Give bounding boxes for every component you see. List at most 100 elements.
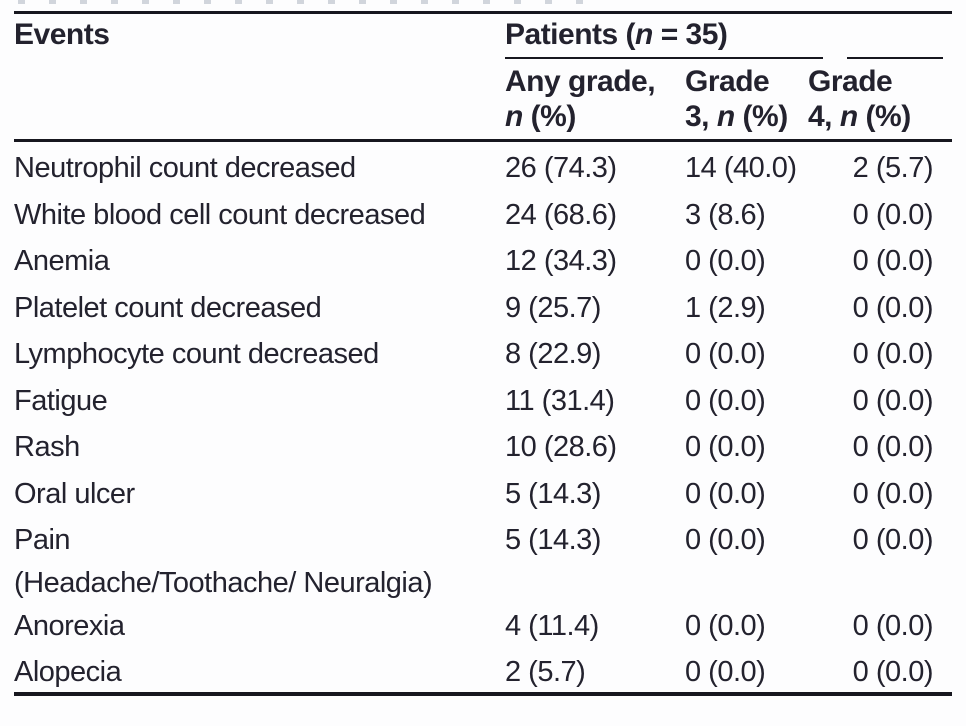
event-name: Anemia [14,245,110,277]
table-row: Alopecia 2 (5.7) 0 (0.0) 0 (0.0) [0,649,966,696]
table-row: Rash 10 (28.6) 0 (0.0) 0 (0.0) [0,424,966,471]
header-line: Grade [808,64,911,99]
event-name-cell: Platelet count decreased [0,285,505,332]
event-name-cell: Anemia [0,238,505,285]
event-name-cell: Alopecia [0,649,505,696]
grade4-cell: 0 (0.0) [852,656,934,688]
table-row: Lymphocyte count decreased 8 (22.9) 0 (0.0… [0,331,966,378]
grade4-cell: 0 (0.0) [852,291,934,324]
events-column-header: Events [14,18,110,51]
grade3-cell: 14 (40.0) [685,152,797,184]
any-grade-cell: 9 (25.7) [505,291,601,324]
any-grade-cell: 12 (34.3) [505,245,617,277]
any-grade-cell: 2 (5.7) [505,656,586,688]
event-name-cell: Fatigue [0,378,505,425]
text-segment: Grade [685,65,770,98]
event-name-cell: Lymphocyte count decreased [0,331,505,378]
table-row: White blood cell count decreased 24 (68.6… [0,192,966,239]
event-name-cell: Rash [0,424,505,471]
event-name-cell: Pain (Headache/Toothache/ Neuralgia) [0,517,505,603]
table-row: Anemia 12 (34.3) 0 (0.0) 0 (0.0) [0,238,966,285]
table-body: Neutrophil count decreased 26 (74.3) 14 (4… [0,145,966,696]
event-name: Rash [14,431,80,463]
header-line: 3, n (%) [685,99,788,134]
event-name: Lymphocyte count decreased [14,338,379,370]
text-segment: (%) [522,100,577,133]
italic-n: n [839,100,858,133]
table-row: Neutrophil count decreased 26 (74.3) 14 (4… [0,145,966,192]
grade4-column-overline [847,57,943,59]
header-line: Grade [685,64,788,99]
event-name-cell: Anorexia [0,603,505,650]
text-segment: Grade [808,65,893,98]
table-row: Oral ulcer 5 (14.3) 0 (0.0) 0 (0.0) [0,471,966,518]
any-grade-cell: 5 (14.3) [505,477,601,510]
patients-spanner-underline [505,57,823,59]
grade4-cell: 0 (0.0) [852,245,934,277]
grade4-cell: 0 (0.0) [852,431,934,463]
event-name: Oral ulcer [14,477,135,510]
italic-n: n [505,100,523,133]
event-name-cell: White blood cell count decreased [0,192,505,239]
cropped-caption-remnant [18,0,586,4]
table-bottom-rule [14,692,952,696]
grade3-cell: 0 (0.0) [685,609,766,642]
text-segment: Any grade, [505,65,656,98]
any-grade-cell: 24 (68.6) [505,198,617,231]
any-grade-cell: 26 (74.3) [505,152,617,184]
event-name-continuation: (Headache/Toothache/ Neuralgia) [14,566,433,599]
any-grade-cell: 4 (11.4) [505,609,599,642]
event-name-cell: Neutrophil count decreased [0,145,505,192]
any-grade-cell: 5 (14.3) [505,524,601,556]
text-segment: Patients ( [505,18,636,51]
event-name-cell: Oral ulcer [0,471,505,518]
grade4-cell: 0 (0.0) [852,477,934,510]
text-segment: 3, [685,100,717,133]
italic-n: n [716,100,735,133]
grade4-column-header: Grade 4, n (%) [808,64,911,134]
text-segment: 4, [808,100,840,133]
table-row: Anorexia 4 (11.4) 0 (0.0) 0 (0.0) [0,603,966,650]
grade3-cell: 1 (2.9) [685,291,766,324]
any-grade-column-header: Any grade, n (%) [505,64,656,134]
grade4-cell: 0 (0.0) [852,609,934,642]
grade3-cell: 0 (0.0) [685,384,766,417]
grade4-cell: 0 (0.0) [852,198,934,231]
table-row: Fatigue 11 (31.4) 0 (0.0) 0 (0.0) [0,378,966,425]
grade3-cell: 0 (0.0) [685,245,766,277]
event-name: Neutrophil count decreased [14,152,356,184]
grade4-cell: 0 (0.0) [852,338,934,370]
text-segment: = 35) [652,18,728,51]
table-row: Pain (Headache/Toothache/ Neuralgia) 5 (14… [0,517,966,603]
header-line: n (%) [505,99,655,134]
grade3-cell: 0 (0.0) [685,477,766,510]
header-bottom-rule [14,139,952,142]
grade4-cell: 0 (0.0) [852,384,934,417]
grade3-cell: 0 (0.0) [685,656,766,688]
italic-n: n [635,18,653,51]
event-name: Anorexia [14,609,125,642]
table-row: Platelet count decreased 9 (25.7) 1 (2.9) 0… [0,285,966,332]
grade4-cell: 2 (5.7) [852,152,934,184]
event-name: Platelet count decreased [14,291,322,324]
event-name: Pain [14,524,71,556]
header-line: 4, n (%) [808,99,911,134]
grade3-cell: 0 (0.0) [685,338,766,370]
header-line: Any grade, [505,64,656,99]
any-grade-cell: 8 (22.9) [505,338,601,370]
grade3-cell: 0 (0.0) [685,524,766,556]
patients-spanner-header: Patients (n = 35) [505,18,728,52]
event-name: White blood cell count decreased [14,198,426,231]
event-name: Alopecia [14,656,122,688]
grade3-cell: 0 (0.0) [685,431,766,463]
grade3-cell: 3 (8.6) [685,198,766,231]
any-grade-cell: 10 (28.6) [505,431,617,463]
event-name: Fatigue [14,384,108,417]
grade3-column-header: Grade 3, n (%) [685,64,788,134]
table-top-rule [14,11,952,14]
text-segment: (%) [734,100,789,133]
any-grade-cell: 11 (31.4) [505,384,615,417]
grade4-cell: 0 (0.0) [852,524,934,556]
text-segment: (%) [857,100,912,133]
